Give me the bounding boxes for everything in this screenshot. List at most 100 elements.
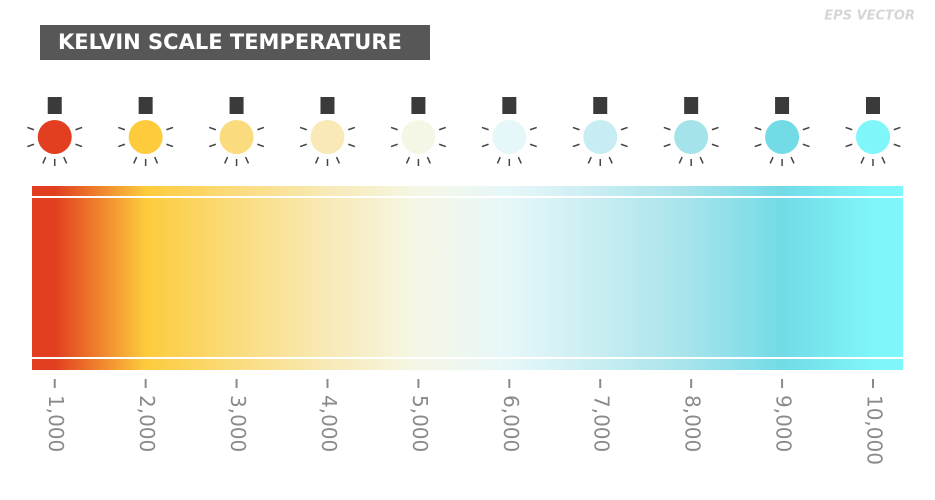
bulb-glass — [310, 120, 345, 154]
bulb-ray — [572, 143, 580, 148]
bulb-ray — [390, 126, 398, 131]
bulb-ray — [587, 156, 592, 164]
bulb — [299, 97, 356, 166]
bulb-socket — [138, 97, 153, 114]
bulb-ray — [257, 143, 265, 148]
bulb-ray — [348, 126, 356, 131]
bulb-ray — [244, 156, 250, 164]
bulb-ray — [802, 143, 810, 148]
bulb — [481, 97, 537, 166]
bulb-ray — [790, 156, 795, 164]
bulb-ray — [299, 143, 307, 148]
bulb-glass — [855, 120, 890, 154]
bulb-ray — [620, 143, 628, 148]
chart-title: KELVIN SCALE TEMPERATURE — [58, 30, 402, 54]
bulb — [754, 97, 810, 166]
bulb-ray — [208, 143, 217, 148]
bulb-ray — [572, 126, 580, 131]
bulb-socket — [320, 97, 335, 114]
tick-label: 9,000 — [772, 395, 796, 452]
bulb-ray — [517, 156, 522, 164]
bulb-ray — [299, 126, 307, 131]
bulb-ray — [208, 126, 217, 131]
bulb-ray — [620, 126, 628, 131]
bulb-ray — [845, 126, 853, 131]
bulb-socket — [411, 97, 426, 114]
tick-label: 7,000 — [590, 395, 614, 452]
bulb-ray — [335, 156, 341, 164]
bulb-ray — [42, 156, 47, 164]
bulb-glass — [128, 120, 163, 154]
bulb-socket — [684, 97, 699, 114]
bulb-ray — [63, 156, 68, 164]
tick-label: 4,000 — [317, 395, 341, 452]
bulb — [27, 97, 83, 166]
bulb-ray — [314, 156, 320, 164]
tick-label: 10,000 — [862, 395, 886, 465]
bulb-ray — [438, 143, 447, 148]
bulb-ray — [608, 156, 613, 164]
bulb-glass — [401, 120, 436, 154]
bulb-ray — [257, 126, 265, 131]
bulb-ray — [711, 126, 719, 131]
bulb-ray — [481, 143, 489, 148]
tick-label: 2,000 — [135, 395, 159, 452]
bulb-ray — [496, 156, 501, 164]
tick-label: 5,000 — [408, 395, 432, 452]
bulb-ray — [166, 126, 174, 131]
bulb-socket — [47, 97, 62, 114]
bulb — [845, 97, 901, 166]
bulb-ray — [769, 156, 774, 164]
bulb-ray — [754, 126, 762, 131]
bulb-ray — [663, 126, 671, 131]
bulb-ray — [893, 143, 901, 148]
bulb-ray — [223, 156, 229, 164]
bulb-ray — [75, 143, 83, 148]
bulb-ray — [438, 126, 447, 131]
bulb-socket — [229, 97, 244, 114]
bulb-glass — [492, 120, 527, 154]
bulb-ray — [118, 126, 126, 131]
color-bar — [32, 186, 903, 370]
bulb-ray — [390, 143, 398, 148]
bulb-ray — [699, 156, 704, 164]
bulb-socket — [502, 97, 517, 114]
bulb-glass — [765, 120, 800, 154]
bulb-ray — [845, 143, 853, 148]
bulb-ray — [27, 126, 35, 131]
bulb-ray — [426, 156, 431, 164]
bulb — [118, 97, 174, 166]
bulb-ray — [711, 143, 719, 148]
tick-label: 8,000 — [681, 395, 705, 452]
bulb-ray — [754, 143, 762, 148]
watermark: EPS VECTOR — [824, 9, 915, 24]
bulb-ray — [118, 143, 126, 148]
bulb-ray — [529, 143, 537, 148]
bulb — [572, 97, 628, 166]
bulb — [208, 97, 265, 166]
tick-label: 1,000 — [44, 395, 68, 452]
bulb-ray — [75, 126, 83, 131]
bulb-socket — [865, 97, 880, 114]
bulb-ray — [133, 156, 138, 164]
bulb — [390, 97, 447, 166]
bulb-ray — [529, 126, 537, 131]
bulbs — [27, 97, 901, 166]
title-box — [40, 25, 430, 60]
bulb-ray — [663, 143, 671, 148]
bulb-ray — [881, 156, 886, 164]
tick-label: 6,000 — [499, 395, 523, 452]
bulb-ray — [27, 143, 35, 148]
bulb-glass — [219, 120, 254, 154]
bulb-ray — [678, 156, 683, 164]
bulb-glass — [583, 120, 618, 154]
bulb-ray — [860, 156, 865, 164]
bulb-ray — [893, 126, 901, 131]
bulb-ray — [802, 126, 810, 131]
bulb — [663, 97, 719, 166]
bulb-ray — [166, 143, 174, 148]
bulb-glass — [37, 120, 72, 154]
bulb-ray — [481, 126, 489, 131]
